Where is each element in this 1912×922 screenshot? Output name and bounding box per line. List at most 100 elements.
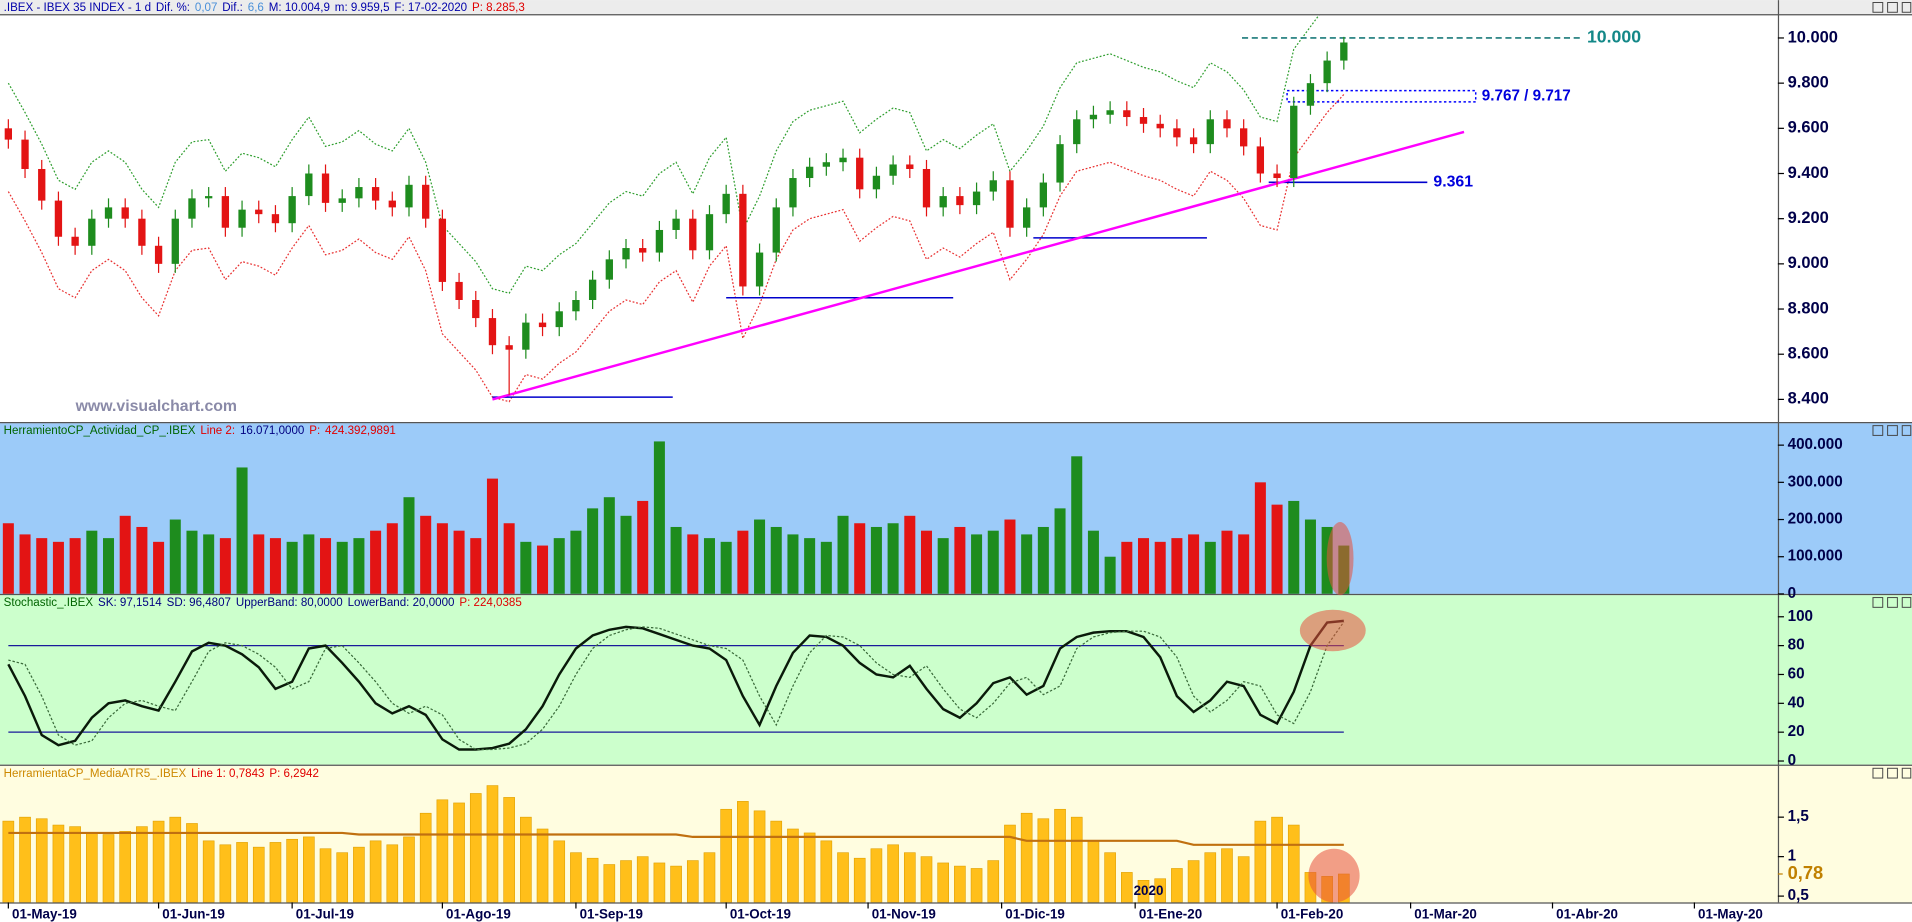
bar	[303, 836, 315, 903]
bar	[253, 534, 265, 594]
bar	[787, 534, 799, 594]
level-label: 9.767 / 9.717	[1482, 87, 1571, 104]
x-tick-label: 01-Jun-19	[162, 906, 225, 921]
candle-body	[1173, 128, 1181, 138]
minimize-button[interactable]	[1872, 767, 1884, 779]
y-tick-label: 0,5	[1788, 887, 1810, 904]
bar	[753, 810, 766, 903]
maximize-button[interactable]	[1887, 425, 1898, 436]
candle-body	[138, 218, 146, 246]
bar	[804, 538, 816, 594]
bar	[1204, 541, 1216, 594]
bar	[286, 838, 298, 903]
header-segment: 424.392,9891	[325, 425, 396, 437]
candle-body	[1290, 105, 1298, 179]
bar	[1121, 872, 1133, 903]
bar	[86, 530, 98, 594]
close-button[interactable]	[1901, 597, 1912, 608]
trendline	[492, 130, 1465, 401]
minimize-button[interactable]	[1872, 425, 1884, 436]
bar	[1104, 852, 1116, 903]
bar	[1054, 808, 1066, 903]
candle-body	[856, 157, 864, 190]
highlight	[1326, 521, 1354, 596]
candle-body	[255, 209, 263, 215]
candle-body	[4, 128, 13, 140]
header-segment: SD: 96,4807	[167, 597, 231, 609]
x-tick-label: 01-Ago-19	[446, 906, 511, 921]
x-tick-label: 01-Sep-19	[580, 906, 643, 921]
candle-body	[405, 184, 413, 208]
bar	[1004, 519, 1016, 594]
y-tick-label: 9.600	[1788, 119, 1829, 137]
header-segment: P: 8.285,3	[472, 2, 525, 14]
close-button[interactable]	[1901, 2, 1912, 13]
y-tick-label: 80	[1788, 637, 1805, 654]
x-tick-label: 01-Feb-20	[1281, 906, 1344, 921]
candle-body	[839, 157, 847, 163]
window-controls[interactable]	[1872, 2, 1912, 779]
bar	[653, 441, 665, 594]
bar	[236, 467, 248, 594]
candle-body	[889, 164, 897, 176]
header-segment: Stochastic_.IBEX	[4, 597, 94, 609]
candle-body	[622, 248, 630, 260]
bar	[353, 538, 365, 594]
bar	[186, 530, 198, 594]
header-segment: 16.071,0000	[240, 425, 304, 437]
header-segment: P: 6,2942	[269, 768, 319, 780]
y-tick-label: 400.000	[1788, 436, 1843, 453]
minimize-button[interactable]	[1872, 597, 1884, 608]
candle-body	[739, 193, 747, 287]
candle-body	[488, 318, 497, 346]
y-tick-label: 9.400	[1788, 164, 1829, 182]
candle-body	[572, 300, 580, 312]
bar	[453, 530, 465, 594]
x-tick-label: 01-May-19	[12, 906, 77, 921]
y-tick-label: 0	[1788, 585, 1796, 602]
candle-body	[355, 187, 363, 199]
bar	[202, 840, 215, 903]
bar	[1287, 824, 1300, 903]
bar	[553, 538, 565, 594]
y-tick-label: 1	[1788, 848, 1797, 865]
bar	[1037, 526, 1049, 594]
candle-body	[639, 248, 647, 253]
candle-body	[555, 311, 563, 328]
maximize-button[interactable]	[1887, 2, 1898, 13]
highlight	[1308, 848, 1360, 903]
maximize-button[interactable]	[1887, 597, 1898, 608]
x-tick-label: 01-Dic-19	[1005, 906, 1065, 921]
bar	[1204, 852, 1217, 903]
x-tick-label: 01-Abr-20	[1556, 906, 1618, 921]
x-tick-label: 01-Ene-20	[1139, 906, 1202, 921]
candle-body	[906, 164, 914, 169]
bar	[52, 824, 65, 903]
candle-body	[588, 279, 597, 301]
bar	[436, 799, 449, 903]
envelope-band	[7, 14, 1321, 294]
close-button[interactable]	[1901, 425, 1912, 436]
bar	[136, 526, 148, 594]
maximize-button[interactable]	[1887, 767, 1898, 779]
bar	[370, 530, 382, 594]
candle-body	[538, 322, 547, 328]
bar	[119, 831, 132, 903]
bar	[102, 538, 115, 594]
close-button[interactable]	[1901, 767, 1912, 779]
candle-body	[205, 196, 213, 199]
bar	[720, 808, 732, 903]
minimize-button[interactable]	[1872, 2, 1884, 13]
header-segment: 0,07	[195, 2, 218, 14]
panel-header: HerramientaCP_MediaATR5_.IBEX Line 1: 0,7…	[4, 768, 319, 780]
candle-body	[772, 207, 780, 253]
bar	[920, 530, 933, 594]
bar	[1071, 456, 1083, 594]
bar	[637, 500, 649, 594]
candle-body	[321, 173, 330, 203]
header-segment: SK: 97,1514	[98, 597, 162, 609]
header-segment: Dif. %:	[156, 2, 190, 14]
bar	[1238, 534, 1250, 594]
bar	[987, 860, 1000, 903]
axes: .IBEX - IBEX 35 INDEX - 1 d Dif. %: 0,07 Di…	[4, 2, 1843, 921]
